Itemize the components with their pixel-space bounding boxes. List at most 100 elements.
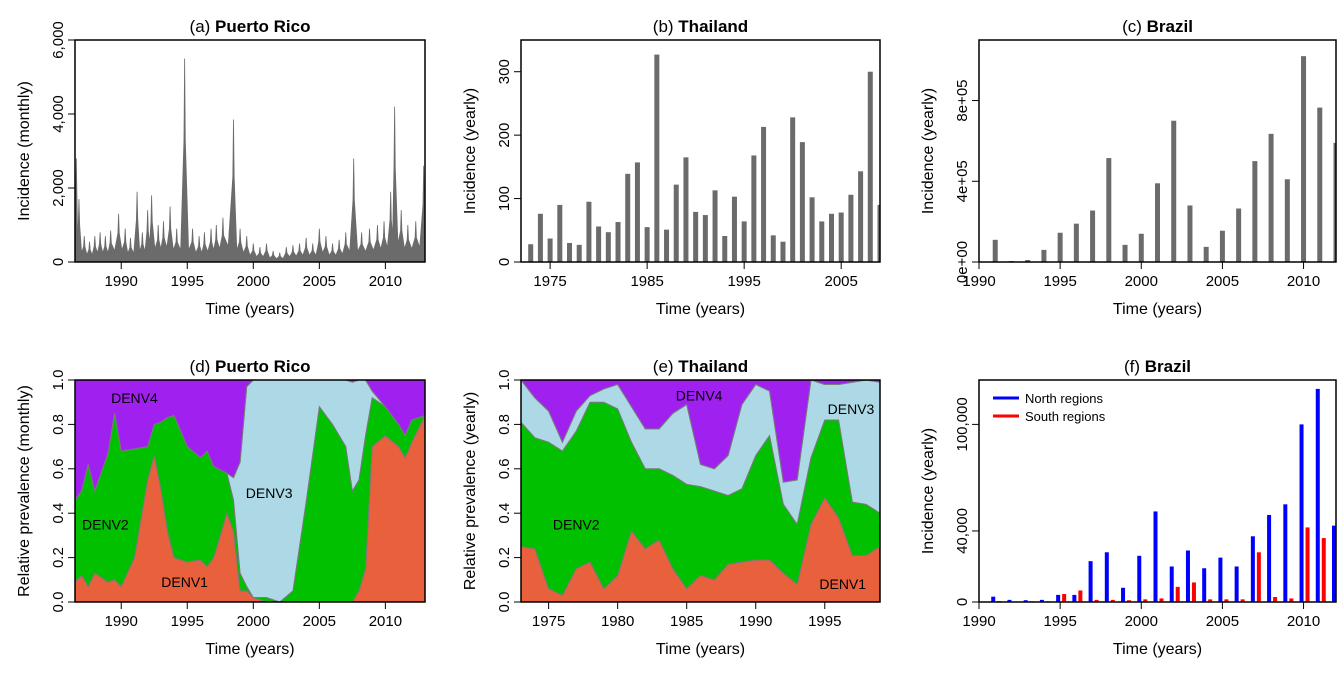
- x-tick-label: 1990: [105, 273, 138, 290]
- plot-frame: [520, 379, 881, 603]
- bar-2006: [1236, 208, 1242, 262]
- bar-2004: [1203, 246, 1209, 262]
- bar-north-1993: [1023, 600, 1028, 602]
- title-country: Brazil: [1147, 17, 1193, 36]
- bar-1974: [537, 213, 543, 262]
- x-tick-label: 1995: [171, 613, 204, 630]
- bar-1998: [770, 235, 776, 262]
- title-prefix: (a): [190, 17, 216, 36]
- bar-1978: [576, 244, 582, 262]
- y-tick-label: 100: [496, 186, 513, 211]
- bar-north-1992: [1007, 599, 1012, 602]
- data-layer: [75, 380, 425, 602]
- bar-south-2011: [1321, 538, 1326, 602]
- y-tick-label: 0: [496, 258, 513, 266]
- bar-2007: [858, 171, 864, 262]
- bar-south-2004: [1208, 599, 1213, 602]
- bar-1996: [1073, 223, 1079, 262]
- bar-south-2002: [1175, 586, 1180, 602]
- label-denv2: DENV2: [553, 516, 600, 532]
- area-denv4: [521, 380, 880, 483]
- label-denv4: DENV4: [111, 390, 158, 406]
- plot-frame: [74, 379, 426, 603]
- bar-south-2008: [1273, 597, 1278, 602]
- bar-south-1999: [1127, 600, 1132, 602]
- y-tick-label: 0: [954, 598, 971, 606]
- x-tick-label: 2010: [369, 273, 402, 290]
- data-layer: [992, 56, 1336, 262]
- title-prefix: (d): [190, 357, 216, 376]
- title-country: Brazil: [1145, 357, 1191, 376]
- x-axis-label: Time (years): [1113, 301, 1202, 318]
- x-tick-label: 1980: [601, 613, 634, 630]
- bar-1993: [1025, 259, 1031, 262]
- bar-north-2005: [1218, 557, 1223, 602]
- x-tick-label: 1995: [808, 613, 841, 630]
- label-denv3: DENV3: [828, 401, 875, 417]
- bar-1994: [731, 196, 737, 262]
- y-axis-label: Incidence (yearly): [920, 88, 937, 214]
- bar-2001: [799, 142, 805, 262]
- panel-b: 1975 1985 1995 2005 0 100 200 300 Time (years) In…: [462, 17, 881, 318]
- bar-2002: [809, 197, 815, 262]
- label-denv2: DENV2: [82, 516, 129, 532]
- bar-1998: [1106, 158, 1112, 262]
- y-tick-label: 0.6: [496, 458, 513, 479]
- bar-2009: [877, 204, 880, 262]
- bar-1990: [693, 211, 699, 262]
- bar-north-2001: [1153, 511, 1158, 602]
- bar-2006: [848, 194, 854, 262]
- label-denv1: DENV1: [161, 574, 208, 590]
- panel-e: DENV1 DENV2 DENV3 DENV4 1975 1980 1985 1990 1995…: [462, 357, 881, 658]
- bar-1976: [557, 204, 563, 262]
- bar-south-2000: [1143, 599, 1148, 602]
- bar-2003: [819, 221, 825, 262]
- bar-1994: [1041, 249, 1047, 262]
- bar-1986: [654, 54, 660, 262]
- bar-1977: [567, 242, 573, 262]
- title-prefix: (e): [653, 357, 679, 376]
- title-country: Thailand: [678, 17, 748, 36]
- panel-title: (a) Puerto Rico: [190, 17, 311, 36]
- x-tick-label: 1975: [532, 613, 565, 630]
- bar-north-2011: [1315, 388, 1320, 602]
- bar-2008: [1268, 133, 1274, 262]
- bar-1999: [780, 241, 786, 262]
- data-layer: [991, 388, 1336, 602]
- label-denv4: DENV4: [676, 388, 723, 404]
- y-tick-label: 0e+00: [954, 241, 971, 283]
- bar-1975: [547, 238, 553, 262]
- bar-1985: [644, 227, 650, 262]
- bar-1982: [615, 222, 621, 262]
- bar-2009: [1284, 179, 1290, 262]
- incidence-area: [75, 58, 425, 262]
- y-axis-label: Relative prevalence (monthly): [16, 385, 33, 597]
- panel-f: 1990 1995 2000 2005 2010 0 40,000 100,000 Time (…: [920, 357, 1337, 658]
- y-axis-label: Incidence (yearly): [920, 428, 937, 554]
- x-tick-label: 2005: [1206, 273, 1239, 290]
- bar-2007: [1252, 161, 1258, 262]
- y-tick-label: 0.2: [50, 547, 67, 568]
- x-axis-label: Time (years): [205, 641, 294, 658]
- bar-2000: [1138, 233, 1144, 262]
- x-tick-label: 1985: [670, 613, 703, 630]
- bar-north-1994: [1039, 599, 1044, 602]
- bar-north-2006: [1234, 566, 1239, 602]
- bar-2003: [1187, 205, 1193, 262]
- plot-frame: [978, 39, 1337, 263]
- bar-2001: [1155, 183, 1160, 262]
- bar-1996: [751, 155, 757, 262]
- x-tick-label: 1990: [962, 613, 995, 630]
- panel-a: 1990 1995 2000 2005 2010 0 2,000 4,000 6,000 Time…: [16, 17, 426, 318]
- label-denv3: DENV3: [246, 485, 293, 501]
- x-tick-label: 2000: [237, 273, 270, 290]
- x-tick-label: 1990: [739, 613, 772, 630]
- bar-north-2003: [1185, 550, 1190, 602]
- panel-c: 1990 1995 2000 2005 2010 0e+00 4e+05 8e+05 Time …: [920, 17, 1337, 318]
- bar-1995: [741, 221, 747, 262]
- bar-south-1996: [1078, 590, 1083, 602]
- y-tick-label: 100,000: [954, 397, 971, 451]
- panel-title: (c) Brazil: [1122, 17, 1193, 36]
- y-tick-label: 8e+05: [954, 79, 971, 121]
